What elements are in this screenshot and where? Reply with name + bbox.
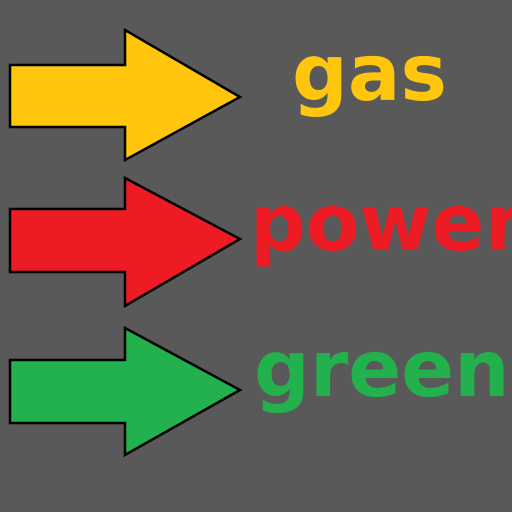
label-gas: gas [292,29,447,119]
arrow-shape [8,325,243,458]
arrow-shape [8,27,243,163]
red-arrow-right-icon [8,175,243,309]
row-power: power [0,175,512,325]
yellow-arrow-right-icon [8,27,243,163]
green-arrow-right-icon [8,325,243,458]
arrow-shape [8,175,243,309]
label-power: power [250,179,512,269]
row-gas: gas [0,25,512,175]
label-green: green [254,325,510,415]
row-green: green [0,323,512,473]
